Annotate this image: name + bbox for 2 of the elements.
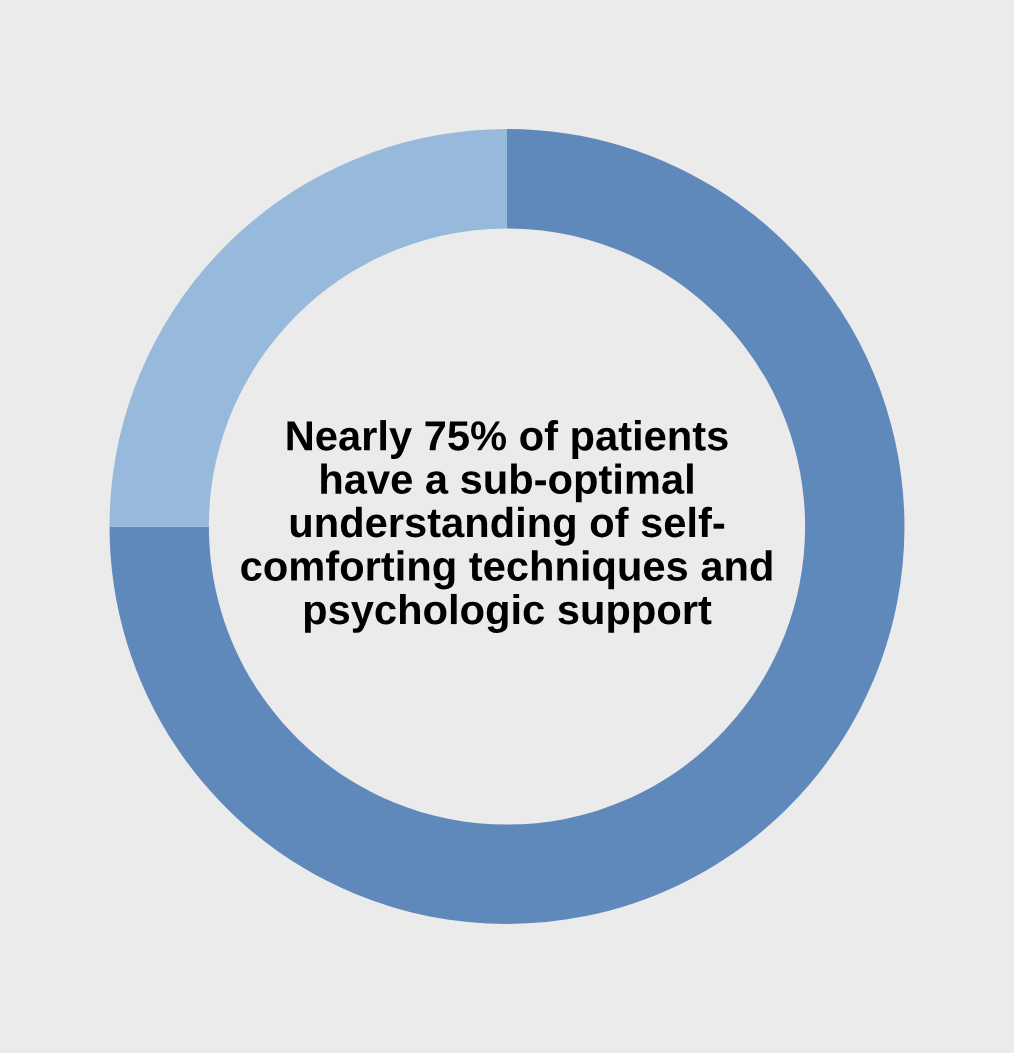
donut-slice	[109, 129, 905, 924]
text: Nearly 75% of patients have a sub-optimal understanding of self- comforting techniques and psychologic support	[241, 420, 772, 633]
